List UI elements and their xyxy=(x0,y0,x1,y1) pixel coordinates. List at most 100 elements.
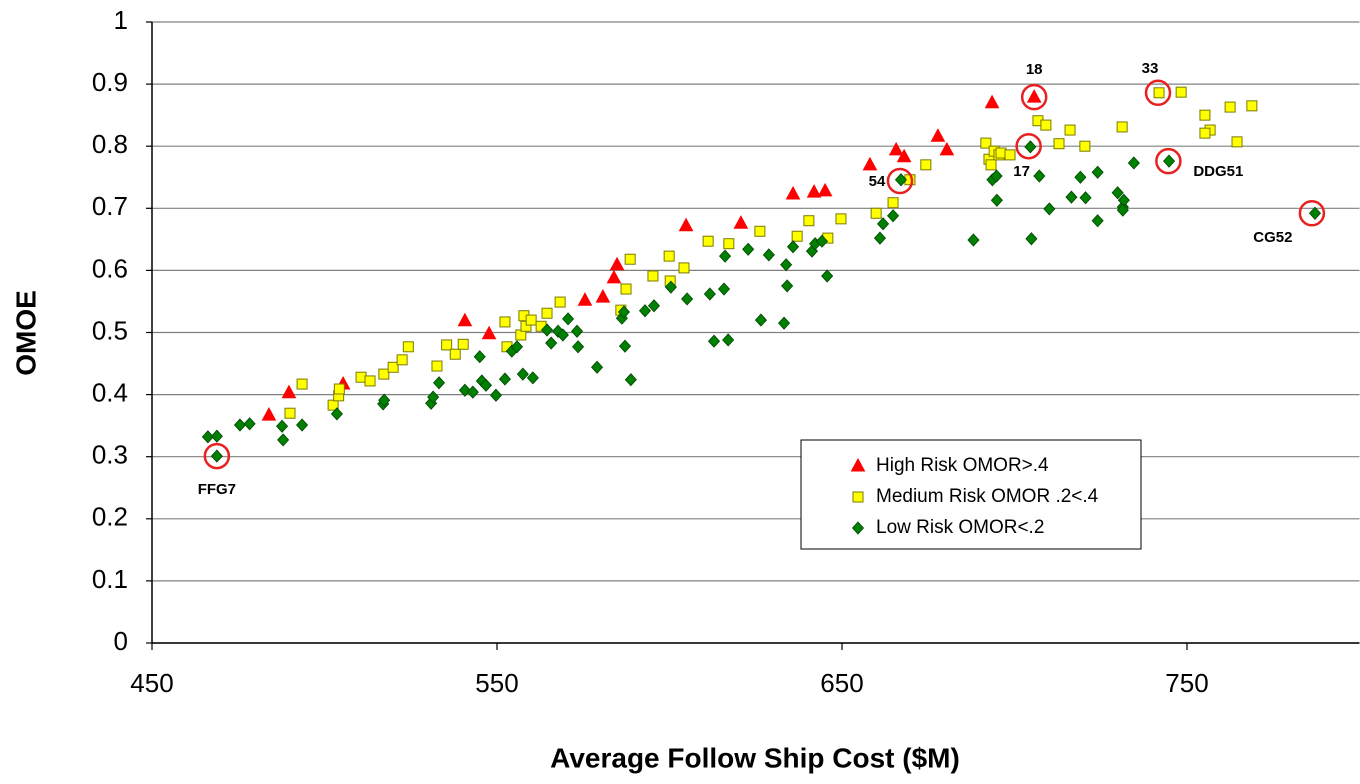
point xyxy=(489,388,503,402)
point xyxy=(678,262,690,274)
point xyxy=(327,399,339,411)
point xyxy=(1246,100,1258,112)
y-axis-title: OMOE xyxy=(10,290,41,376)
point xyxy=(791,230,803,242)
point xyxy=(525,314,537,326)
point xyxy=(967,233,980,247)
point xyxy=(742,242,755,256)
point xyxy=(1040,119,1052,131)
point xyxy=(624,253,636,265)
point xyxy=(473,350,486,364)
point xyxy=(722,333,735,347)
annotation-label: 17 xyxy=(1013,163,1030,180)
point xyxy=(1163,154,1176,168)
point xyxy=(888,141,904,156)
point xyxy=(606,269,622,284)
point xyxy=(1026,89,1042,103)
point xyxy=(554,296,566,308)
point xyxy=(378,368,390,380)
highlight-circle xyxy=(1144,79,1172,107)
point xyxy=(984,94,1000,109)
point xyxy=(378,393,391,407)
y-tick-label: 0 xyxy=(114,626,128,656)
point xyxy=(1079,191,1092,205)
x-tick-label: 550 xyxy=(475,668,518,698)
point xyxy=(1024,140,1037,154)
y-tick-label: 1 xyxy=(114,5,128,35)
point xyxy=(817,182,833,197)
point xyxy=(815,234,829,248)
point xyxy=(990,169,1003,183)
point xyxy=(1091,165,1104,179)
point xyxy=(1116,121,1128,133)
point xyxy=(617,305,631,319)
point xyxy=(1127,156,1140,170)
legend-swatch xyxy=(851,521,865,535)
point xyxy=(330,407,343,421)
point xyxy=(432,376,446,390)
highlight-circle xyxy=(1015,132,1042,160)
legend-swatch xyxy=(850,457,866,472)
annotation-label: 18 xyxy=(1026,61,1043,78)
point xyxy=(887,197,899,209)
point xyxy=(1224,101,1236,113)
x-axis-title: Average Follow Ship Cost ($M) xyxy=(550,742,960,773)
point xyxy=(723,238,735,250)
point xyxy=(703,287,716,301)
point xyxy=(481,325,497,340)
point xyxy=(733,215,749,229)
point xyxy=(821,269,834,283)
point xyxy=(920,159,932,171)
point xyxy=(545,336,558,350)
point xyxy=(261,407,277,421)
point xyxy=(678,217,694,232)
point xyxy=(364,375,376,387)
point xyxy=(707,334,721,348)
point xyxy=(980,137,992,149)
point xyxy=(620,283,632,295)
point xyxy=(985,159,997,171)
annotation-label: 33 xyxy=(1142,60,1159,77)
point xyxy=(754,225,766,237)
y-tick-label: 0.7 xyxy=(92,191,128,221)
point xyxy=(570,324,584,338)
legend-swatch xyxy=(852,491,864,503)
point xyxy=(526,371,539,385)
point xyxy=(647,299,661,313)
y-tick-label: 0.3 xyxy=(92,440,128,470)
point xyxy=(894,173,908,187)
point xyxy=(785,185,801,200)
point xyxy=(516,367,529,381)
point xyxy=(887,209,900,223)
legend-label: High Risk OMOR>.4 xyxy=(876,455,1049,476)
point xyxy=(591,360,604,374)
highlight-circle xyxy=(1298,200,1326,227)
point xyxy=(1116,203,1129,217)
point xyxy=(754,313,767,327)
highlight-circle xyxy=(203,442,231,470)
point xyxy=(510,340,524,354)
point xyxy=(541,307,553,319)
point xyxy=(1033,169,1046,183)
point xyxy=(577,292,593,306)
point xyxy=(719,249,732,263)
legend-label: Low Risk OMOR<.2 xyxy=(876,517,1044,538)
point xyxy=(457,338,469,350)
point xyxy=(233,418,247,432)
point xyxy=(806,184,822,198)
highlight-circle xyxy=(886,167,914,195)
y-tick-label: 0.5 xyxy=(92,315,128,345)
point xyxy=(1004,149,1016,161)
point xyxy=(873,231,886,245)
annotation-label: 54 xyxy=(869,173,886,190)
point xyxy=(499,316,511,328)
point xyxy=(624,373,637,387)
point xyxy=(1231,136,1243,148)
point xyxy=(281,384,297,399)
point xyxy=(458,383,471,397)
y-tick-label: 0.1 xyxy=(92,564,128,594)
x-tick-label: 650 xyxy=(820,668,863,698)
point xyxy=(276,419,289,433)
point xyxy=(1153,87,1165,99)
